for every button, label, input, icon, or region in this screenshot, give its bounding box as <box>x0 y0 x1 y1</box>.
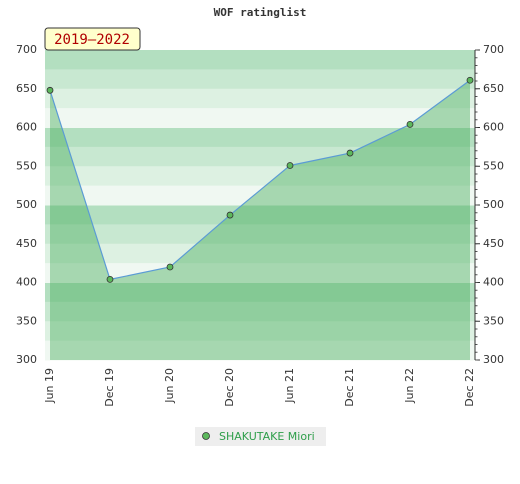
y-tick-label: 700 <box>16 43 37 56</box>
band <box>45 185 475 206</box>
y2-tick-label: 700 <box>483 43 504 56</box>
y-tick-label: 550 <box>16 159 37 172</box>
y-tick-label: 400 <box>16 276 37 289</box>
band <box>45 69 475 90</box>
band <box>45 88 475 109</box>
annotation-box <box>44 27 141 51</box>
x-tick-label: Dec 21 <box>343 368 356 407</box>
y2-tick-label: 600 <box>483 121 504 134</box>
band <box>45 321 475 342</box>
band <box>45 282 475 303</box>
y-tick-label: 600 <box>16 121 37 134</box>
y-tick-label: 500 <box>16 198 37 211</box>
y-tick-label: 350 <box>16 314 37 327</box>
band <box>45 205 475 225</box>
x-tick-label: Dec 22 <box>463 368 476 407</box>
band <box>45 224 475 245</box>
band <box>45 340 475 361</box>
point <box>46 86 54 94</box>
point <box>466 76 474 84</box>
annotation: 2019–2022 <box>54 32 130 48</box>
line <box>49 79 471 281</box>
band <box>45 50 475 70</box>
point <box>346 149 354 157</box>
x-tick-label: Jun 22 <box>403 368 416 404</box>
point <box>286 162 294 169</box>
x-tick-label: Jun 20 <box>163 368 176 404</box>
legend-marker <box>202 432 210 440</box>
chart-title: WOF ratinglist <box>214 6 307 19</box>
point <box>106 275 114 283</box>
band <box>45 166 475 187</box>
band <box>45 146 475 167</box>
point <box>166 263 174 271</box>
area <box>50 80 470 360</box>
y2-tick-label: 400 <box>483 276 504 289</box>
y2-tick-label: 350 <box>483 314 504 327</box>
y-tick-label: 300 <box>16 353 37 366</box>
y2-tick-label: 500 <box>483 198 504 211</box>
background-bands <box>45 50 475 361</box>
y2-tick-label: 450 <box>483 237 504 250</box>
x-tick-label: Jun 19 <box>43 368 56 404</box>
x-tick-label: Dec 19 <box>103 368 116 407</box>
band <box>45 127 475 148</box>
band <box>45 108 475 128</box>
legend-box <box>195 427 326 446</box>
y2-tick-label: 650 <box>483 82 504 95</box>
legend-label: SHAKUTAKE Miori <box>219 430 315 443</box>
x-tick-label: Jun 21 <box>283 368 296 404</box>
point <box>406 121 414 128</box>
y2-tick-label: 300 <box>483 353 504 366</box>
y-tick-label: 650 <box>16 82 37 95</box>
point <box>226 211 234 219</box>
y2-tick-label: 550 <box>483 159 504 172</box>
band <box>45 263 475 283</box>
band <box>45 243 475 264</box>
y-tick-label: 450 <box>16 237 37 250</box>
band <box>45 301 475 322</box>
x-tick-label: Dec 20 <box>223 368 236 407</box>
